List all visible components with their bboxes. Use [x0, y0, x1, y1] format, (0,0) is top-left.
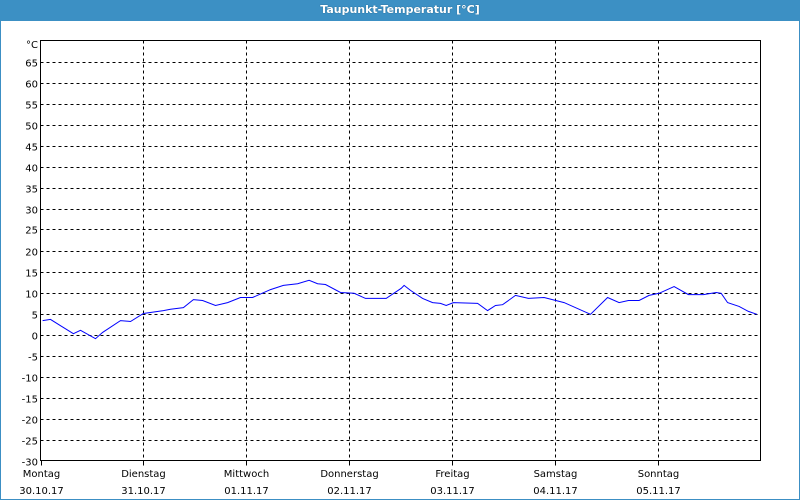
x-tick-day: Sonntag [638, 469, 680, 480]
y-tick-label: -10 [22, 374, 38, 385]
x-tick-date: 31.10.17 [121, 486, 166, 497]
y-tick-label: 40 [25, 164, 38, 175]
y-tick-label: -5 [28, 353, 38, 364]
x-tick-day: Dienstag [121, 469, 166, 480]
x-tick-day: Freitag [435, 469, 469, 480]
x-tick-day: Samstag [534, 469, 578, 480]
y-tick-label: 25 [25, 226, 38, 237]
y-tick-label: 30 [25, 206, 38, 217]
x-tick-day: Donnerstag [320, 469, 378, 480]
y-tick-label: 65 [25, 59, 38, 70]
x-tick-date: 02.11.17 [327, 486, 372, 497]
x-tick-day: Montag [23, 469, 60, 480]
y-tick-label: 60 [25, 80, 38, 91]
dewpoint-series-line [42, 279, 758, 340]
x-tick-date: 01.11.17 [224, 486, 269, 497]
x-tick-date: 03.11.17 [430, 486, 475, 497]
x-tick-date: 30.10.17 [19, 486, 64, 497]
y-tick-label: 55 [25, 101, 38, 112]
y-tick-label: 0 [32, 332, 38, 343]
x-tick-day: Mittwoch [224, 469, 269, 480]
y-tick-label: -15 [22, 395, 38, 406]
y-tick-label: -25 [22, 437, 38, 448]
y-tick-label: 20 [25, 248, 38, 259]
plot-frame [40, 40, 761, 461]
y-tick-label: 15 [25, 269, 38, 280]
y-unit-label: °C [26, 40, 38, 51]
y-tick-label: 50 [25, 122, 38, 133]
x-tick-date: 04.11.17 [533, 486, 578, 497]
window-title: Taupunkt-Temperatur [°C] [0, 0, 800, 21]
grid [40, 40, 761, 466]
y-tick-label: -30 [22, 458, 38, 469]
y-tick-label: 35 [25, 185, 38, 196]
x-tick-date: 05.11.17 [636, 486, 681, 497]
y-tick-label: -20 [22, 416, 38, 427]
y-tick-label: 10 [25, 290, 38, 301]
y-tick-label: 45 [25, 143, 38, 154]
y-tick-label: 5 [32, 311, 38, 322]
